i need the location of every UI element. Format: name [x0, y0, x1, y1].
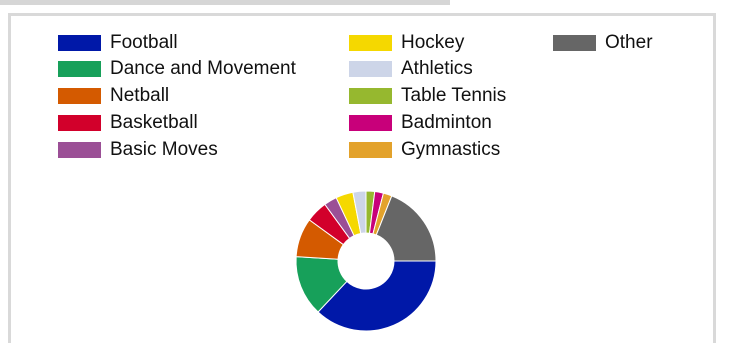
donut-slice — [317, 260, 437, 332]
legend-swatch — [349, 115, 392, 131]
legend-label: Basketball — [110, 112, 198, 133]
legend-swatch — [349, 35, 392, 51]
legend-label: Basic Moves — [110, 139, 218, 160]
legend-label: Dance and Movement — [110, 58, 296, 79]
legend-label: Other — [605, 32, 653, 53]
legend-label: Gymnastics — [401, 139, 501, 160]
legend-item: Football — [58, 32, 178, 54]
legend-item: Netball — [58, 85, 169, 107]
legend-swatch — [58, 61, 101, 77]
legend-swatch — [553, 35, 596, 51]
legend-item: Badminton — [349, 112, 492, 134]
legend-item: Basketball — [58, 112, 198, 134]
legend-item: Dance and Movement — [58, 58, 296, 80]
legend-item: Other — [553, 32, 653, 54]
legend-swatch — [58, 142, 101, 158]
legend-label: Athletics — [401, 58, 473, 79]
top-tab-strip — [0, 0, 450, 5]
legend-label: Table Tennis — [401, 85, 507, 106]
legend-item: Gymnastics — [349, 139, 500, 161]
chart-panel: Football Dance and Movement Netball Basketb… — [8, 13, 716, 343]
legend-swatch — [58, 35, 101, 51]
donut-chart — [295, 190, 437, 332]
legend-label: Badminton — [401, 112, 492, 133]
legend-item: Hockey — [349, 32, 464, 54]
legend-label: Football — [110, 32, 178, 53]
legend-swatch — [58, 115, 101, 131]
legend-swatch — [349, 61, 392, 77]
legend-label: Netball — [110, 85, 170, 106]
legend-swatch — [349, 88, 392, 104]
legend-item: Athletics — [349, 58, 473, 80]
legend-label: Hockey — [401, 32, 465, 53]
legend-swatch — [58, 88, 101, 104]
legend-item: Table Tennis — [349, 85, 506, 107]
donut-slice — [375, 195, 437, 262]
legend-item: Basic Moves — [58, 139, 218, 161]
legend-swatch — [349, 142, 392, 158]
